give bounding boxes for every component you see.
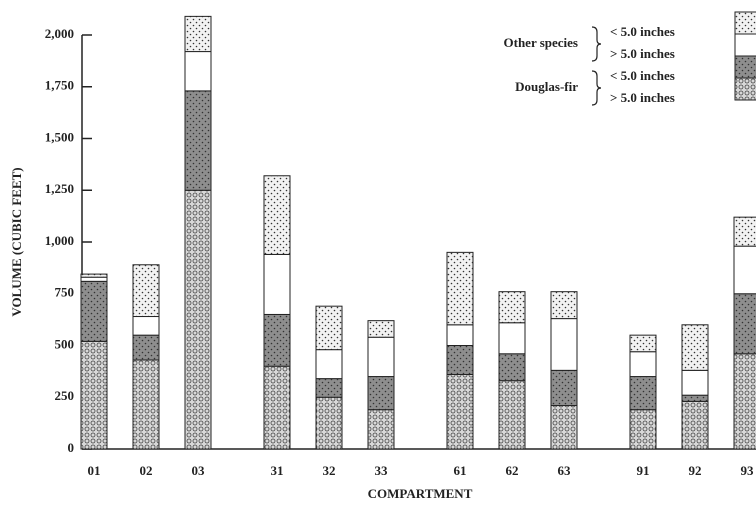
bar-segment xyxy=(498,322,526,355)
bar-segment xyxy=(367,376,395,411)
bar-segment xyxy=(367,336,395,378)
legend-group-label: Other species xyxy=(504,35,579,50)
y-tick-label: 1,250 xyxy=(45,181,74,196)
legend-swatch xyxy=(734,11,756,35)
legend-label: > 5.0 inches xyxy=(610,90,675,105)
bar-segment xyxy=(733,216,756,247)
x-tick-label: 63 xyxy=(558,463,572,478)
y-tick-label: 0 xyxy=(68,440,75,455)
bar-segment xyxy=(498,291,526,324)
bar-segment xyxy=(681,394,709,402)
bar-segment xyxy=(446,345,474,375)
legend-swatch xyxy=(734,33,756,57)
bar-segment xyxy=(681,400,709,450)
x-tick-label: 01 xyxy=(88,463,101,478)
bar-segment xyxy=(629,376,657,411)
bar-segment xyxy=(550,318,578,371)
x-tick-label: 03 xyxy=(192,463,206,478)
bar-segment xyxy=(550,291,578,320)
bar-segment xyxy=(263,365,291,450)
bar-segment xyxy=(629,409,657,450)
bar-segment xyxy=(446,251,474,326)
bar-segment xyxy=(132,264,160,318)
bar-segment xyxy=(315,349,343,380)
bar-segment xyxy=(733,245,756,295)
bar-segment xyxy=(80,273,108,278)
x-tick-label: 32 xyxy=(323,463,336,478)
y-tick-label: 250 xyxy=(55,388,75,403)
y-tick-label: 1,000 xyxy=(45,233,74,248)
bar-segment xyxy=(367,409,395,450)
legend-label: > 5.0 inches xyxy=(610,46,675,61)
y-tick-label: 1,750 xyxy=(45,78,74,93)
bar-segment xyxy=(629,334,657,353)
bar-segment xyxy=(498,353,526,382)
bar-segment xyxy=(80,280,108,342)
y-tick-label: 1,500 xyxy=(45,129,74,144)
bar-segment xyxy=(733,353,756,450)
bar-segment xyxy=(315,378,343,398)
bar-segment xyxy=(263,253,291,315)
bar-segment xyxy=(132,359,160,450)
bar-segment xyxy=(263,313,291,367)
legend-group-label: Douglas-fir xyxy=(515,79,578,94)
legend-label: < 5.0 inches xyxy=(610,24,675,39)
bar-segment xyxy=(184,189,212,450)
x-tick-label: 33 xyxy=(375,463,389,478)
y-axis-label: VOLUME (CUBIC FEET) xyxy=(9,167,24,316)
y-tick-label: 750 xyxy=(55,285,75,300)
x-tick-label: 61 xyxy=(454,463,467,478)
bar-segment xyxy=(263,175,291,255)
bar-segment xyxy=(184,51,212,92)
x-tick-label: 02 xyxy=(140,463,153,478)
x-tick-label: 91 xyxy=(637,463,650,478)
y-tick-label: 2,000 xyxy=(45,26,74,41)
x-tick-label: 93 xyxy=(741,463,755,478)
legend-brace xyxy=(591,70,602,106)
bar-segment xyxy=(550,369,578,407)
bar-segment xyxy=(367,320,395,338)
x-tick-label: 62 xyxy=(506,463,519,478)
bar-segment xyxy=(550,405,578,450)
bar-segment xyxy=(446,373,474,450)
x-tick-label: 31 xyxy=(271,463,284,478)
bar-segment xyxy=(80,276,108,282)
legend-brace xyxy=(591,26,602,62)
bar-segment xyxy=(446,324,474,346)
bar-segment xyxy=(681,369,709,396)
bar-segment xyxy=(184,15,212,53)
x-tick-label: 92 xyxy=(689,463,702,478)
bar-segment xyxy=(733,293,756,355)
bar-segment xyxy=(80,340,108,450)
legend-swatch xyxy=(734,55,756,79)
legend-label: < 5.0 inches xyxy=(610,68,675,83)
x-axis-label: COMPARTMENT xyxy=(368,486,473,501)
bar-segment xyxy=(132,316,160,336)
bar-segment xyxy=(184,90,212,191)
legend-swatch xyxy=(734,77,756,101)
bar-segment xyxy=(132,334,160,361)
bar-segment xyxy=(498,380,526,450)
bar-segment xyxy=(315,305,343,351)
bar-segment xyxy=(315,396,343,450)
y-tick-label: 500 xyxy=(55,336,75,351)
bar-segment xyxy=(629,351,657,378)
bar-segment xyxy=(681,324,709,371)
